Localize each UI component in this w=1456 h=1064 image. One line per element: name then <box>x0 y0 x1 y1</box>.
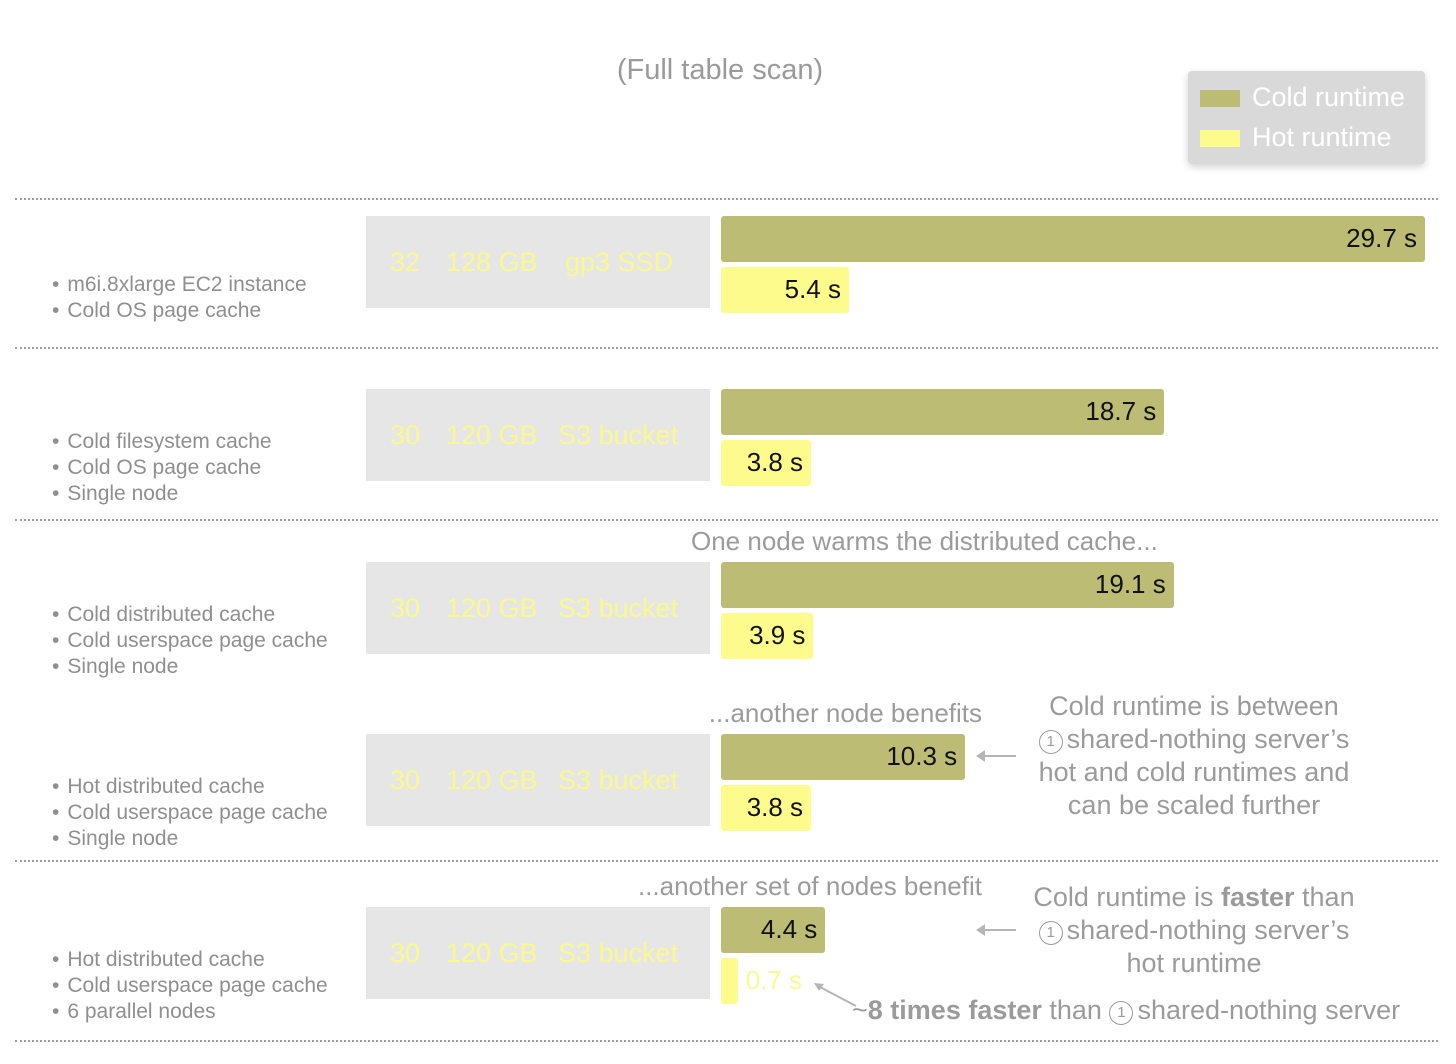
callout-8x-emphasis: 8 times faster <box>867 995 1042 1025</box>
row-bullet: Cold userspace page cache <box>52 973 327 999</box>
bar-cold-label: 18.7 s <box>1085 396 1157 426</box>
callout-8x-prefix: ~ <box>852 995 868 1025</box>
spec-memory: 120 GB <box>446 765 538 795</box>
bar-cold-label: 10.3 s <box>886 741 958 771</box>
spec-cpu: 30 <box>390 765 421 795</box>
callout-8x-suffix: shared-nothing server <box>1137 995 1401 1025</box>
bar-cold-label: 4.4 s <box>760 914 818 944</box>
bar-hot-label: 3.9 s <box>749 620 806 650</box>
row-bullet: 6 parallel nodes <box>52 999 215 1025</box>
spec-memory: 120 GB <box>446 593 538 623</box>
legend-swatch <box>1200 130 1240 147</box>
callout-8x: ~8 times faster than 1 shared-nothing ser… <box>852 994 1400 1027</box>
bar-hot: 5.4 s <box>721 267 849 313</box>
callout-faster-emphasis: faster <box>1220 882 1295 912</box>
row-bullet: Cold filesystem cache <box>52 429 271 455</box>
callout-faster: Cold runtime is faster than 1 shared-noth… <box>1024 881 1364 980</box>
callout-faster-line1-a: Cold runtime is <box>1033 882 1221 912</box>
spec-storage: S3 bucket <box>558 938 679 968</box>
callout-between-line3: hot and cold runtimes and <box>1038 757 1350 787</box>
bar-hot-label: 5.4 s <box>784 274 841 304</box>
legend-label: Hot runtime <box>1252 122 1392 152</box>
callout-between-arrow-icon <box>976 750 1016 762</box>
spec-storage: gp3 SSD <box>565 247 674 277</box>
bar-hot: 3.8 s <box>721 440 812 486</box>
spec-storage: S3 bucket <box>558 765 679 795</box>
row-bullet: Single node <box>52 826 178 852</box>
bar-hot-label: 3.8 s <box>746 447 804 477</box>
circled-number-icon: 1 <box>1038 730 1063 754</box>
row-bullet: Hot distributed cache <box>52 774 264 800</box>
callout-between-line2-text: shared-nothing server’s <box>1066 724 1350 754</box>
bar-cold-label: 29.7 s <box>1346 223 1417 253</box>
row-separator <box>15 198 1438 200</box>
legend-swatch <box>1200 90 1240 107</box>
spec-memory: 120 GB <box>446 938 538 968</box>
spec-storage: S3 bucket <box>558 593 679 623</box>
bar-cold: 29.7 s <box>721 216 1425 262</box>
row-bullet: Cold OS page cache <box>52 455 261 481</box>
bar-cold: 4.4 s <box>721 907 826 953</box>
spec-box: 30 120 GB S3 bucket <box>366 907 710 999</box>
callout-between-line1: Cold runtime is between <box>1049 691 1339 721</box>
row-note: One node warms the distributed cache... <box>691 526 1158 556</box>
bar-cold: 10.3 s <box>721 734 966 780</box>
spec-box: 30 120 GB S3 bucket <box>366 389 710 481</box>
callout-between: Cold runtime is between 1 shared-nothing … <box>1024 690 1364 822</box>
row-bullet: Cold userspace page cache <box>52 800 327 826</box>
callout-faster-line2: 1 shared-nothing server’s <box>1024 914 1364 947</box>
row-bullet: Cold distributed cache <box>52 602 275 628</box>
bar-hot-label: 3.8 s <box>746 792 804 822</box>
row-bullet: Cold userspace page cache <box>52 628 327 654</box>
bar-hot <box>721 958 738 1004</box>
spec-cpu: 30 <box>390 938 421 968</box>
bar-cold-label: 19.1 s <box>1094 569 1166 599</box>
callout-faster-line1: Cold runtime is faster than <box>1024 881 1364 914</box>
callout-8x-arrow-icon <box>814 983 857 1007</box>
row-bullet: Hot distributed cache <box>52 947 264 973</box>
row-separator <box>15 347 1438 349</box>
spec-memory: 128 GB <box>446 247 538 277</box>
callout-faster-arrow-icon <box>976 924 1016 936</box>
bar-hot-label: 0.7 s <box>745 965 802 995</box>
spec-cpu: 32 <box>390 247 421 277</box>
row-bullet: Single node <box>52 654 178 680</box>
row-separator <box>15 1040 1438 1042</box>
spec-box: 30 120 GB S3 bucket <box>366 562 710 654</box>
row-bullet: m6i.8xlarge EC2 instance <box>52 272 306 298</box>
callout-between-line4: can be scaled further <box>1067 790 1321 820</box>
spec-box: 32 128 GB gp3 SSD <box>366 216 710 308</box>
spec-memory: 120 GB <box>446 420 538 450</box>
spec-box: 30 120 GB S3 bucket <box>366 734 710 826</box>
chart-subtitle: (Full table scan) <box>616 54 824 86</box>
bar-cold: 19.1 s <box>721 562 1174 608</box>
callout-faster-line3: hot runtime <box>1126 948 1262 978</box>
spec-cpu: 30 <box>390 593 421 623</box>
row-separator <box>15 519 1438 521</box>
callout-8x-middle: than <box>1041 995 1110 1025</box>
bar-cold: 18.7 s <box>721 389 1165 435</box>
callout-faster-line1-c: than <box>1294 882 1355 912</box>
legend: Cold runtime Hot runtime <box>1188 71 1425 164</box>
bar-hot: 3.9 s <box>721 613 814 659</box>
callout-faster-line2-text: shared-nothing server’s <box>1066 915 1350 945</box>
legend-label: Cold runtime <box>1252 82 1406 112</box>
circled-number-icon: 1 <box>1038 921 1063 945</box>
spec-cpu: 30 <box>390 420 421 450</box>
row-note: ...another set of nodes benefit <box>637 871 982 901</box>
circled-number-icon: 1 <box>1109 1001 1134 1025</box>
row-bullet: Cold OS page cache <box>52 298 261 324</box>
row-bullet: Single node <box>52 481 178 507</box>
bar-hot: 3.8 s <box>721 785 812 831</box>
callout-between-line2: 1 shared-nothing server’s <box>1024 723 1364 756</box>
row-separator <box>15 860 1438 862</box>
spec-storage: S3 bucket <box>558 420 679 450</box>
row-note: ...another node benefits <box>708 698 982 728</box>
